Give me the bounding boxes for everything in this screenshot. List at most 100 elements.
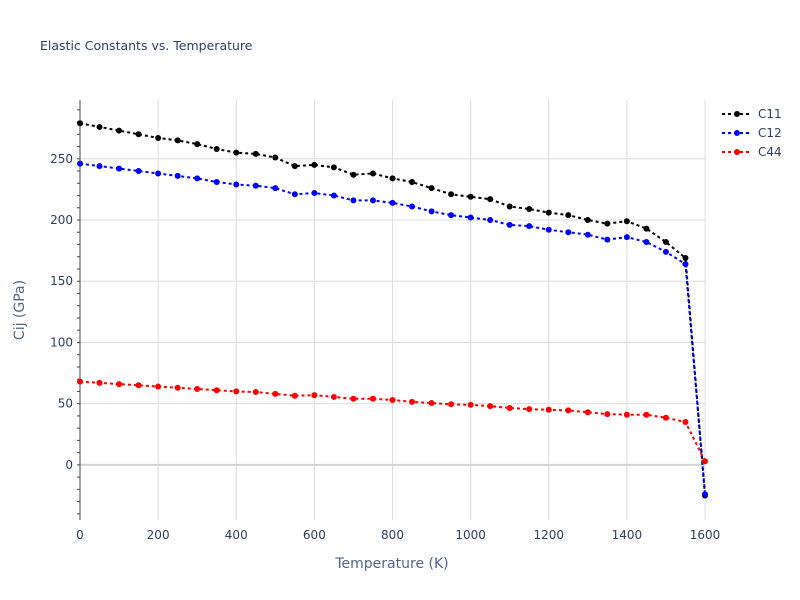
data-point-c12[interactable] — [467, 214, 474, 221]
data-point-c44[interactable] — [194, 385, 201, 392]
data-point-c11[interactable] — [623, 218, 630, 225]
data-point-c12[interactable] — [545, 226, 552, 233]
data-point-c44[interactable] — [174, 384, 181, 391]
data-point-c12[interactable] — [96, 163, 103, 170]
data-point-c44[interactable] — [291, 392, 298, 399]
data-point-c44[interactable] — [213, 387, 220, 394]
legend[interactable]: C11 C12 C44 — [722, 107, 782, 159]
data-point-c12[interactable] — [116, 165, 123, 172]
data-point-c11[interactable] — [584, 217, 591, 223]
data-point-c11[interactable] — [155, 134, 162, 141]
data-point-c44[interactable] — [428, 400, 435, 407]
data-point-c11[interactable] — [369, 170, 376, 177]
data-point-c44[interactable] — [96, 379, 103, 386]
data-point-c44[interactable] — [526, 406, 533, 413]
data-point-c11[interactable] — [526, 205, 533, 212]
data-point-c44[interactable] — [369, 395, 376, 402]
data-point-c11[interactable] — [116, 127, 123, 134]
data-point-c11[interactable] — [350, 171, 357, 178]
data-point-c11[interactable] — [311, 161, 318, 168]
data-point-c12[interactable] — [565, 229, 572, 236]
data-point-c11[interactable] — [643, 225, 650, 232]
data-point-c12[interactable] — [291, 191, 298, 198]
data-point-c44[interactable] — [643, 411, 650, 418]
data-point-c11[interactable] — [272, 154, 279, 161]
data-point-c11[interactable] — [409, 179, 416, 186]
data-point-c12[interactable] — [272, 185, 279, 192]
legend-item-c44[interactable]: C44 — [722, 145, 782, 159]
data-point-c44[interactable] — [311, 392, 318, 399]
data-point-c12[interactable] — [350, 197, 357, 204]
data-point-c12[interactable] — [409, 203, 416, 210]
data-point-c12[interactable] — [213, 179, 220, 186]
data-point-c12[interactable] — [311, 190, 318, 197]
data-point-c44[interactable] — [487, 403, 494, 410]
data-point-c11[interactable] — [291, 163, 298, 170]
data-point-c12[interactable] — [174, 172, 181, 179]
data-point-c11[interactable] — [604, 220, 611, 227]
data-point-c12[interactable] — [662, 248, 669, 255]
data-point-c12[interactable] — [604, 236, 611, 243]
data-point-c11[interactable] — [233, 149, 240, 156]
data-point-c11[interactable] — [428, 185, 435, 192]
data-point-c11[interactable] — [662, 239, 669, 246]
data-point-c44[interactable] — [330, 393, 337, 400]
data-point-c11[interactable] — [682, 254, 689, 261]
data-point-c44[interactable] — [116, 381, 123, 388]
data-point-c44[interactable] — [702, 458, 708, 465]
data-point-c12[interactable] — [428, 208, 435, 215]
data-point-c44[interactable] — [77, 378, 83, 385]
legend-item-c11[interactable]: C11 — [722, 107, 782, 121]
data-point-c12[interactable] — [506, 221, 513, 228]
data-point-c44[interactable] — [682, 419, 689, 426]
data-point-c11[interactable] — [389, 175, 396, 182]
data-point-c12[interactable] — [77, 160, 83, 167]
data-point-c12[interactable] — [194, 175, 201, 182]
data-point-c12[interactable] — [584, 231, 591, 238]
data-point-c12[interactable] — [643, 239, 650, 246]
data-point-c11[interactable] — [545, 209, 552, 216]
data-point-c12[interactable] — [448, 212, 455, 219]
data-point-c44[interactable] — [604, 411, 611, 418]
data-point-c12[interactable] — [702, 491, 708, 498]
data-point-c11[interactable] — [565, 212, 572, 219]
data-point-c12[interactable] — [682, 261, 689, 268]
data-point-c44[interactable] — [350, 395, 357, 402]
data-point-c11[interactable] — [194, 141, 201, 148]
data-point-c44[interactable] — [389, 397, 396, 403]
data-point-c12[interactable] — [330, 192, 337, 199]
data-point-c12[interactable] — [389, 199, 396, 206]
data-point-c44[interactable] — [565, 407, 572, 414]
data-point-c11[interactable] — [135, 131, 142, 138]
data-point-c12[interactable] — [233, 181, 240, 188]
data-point-c44[interactable] — [545, 406, 552, 413]
data-point-c12[interactable] — [252, 182, 259, 189]
data-point-c44[interactable] — [135, 382, 142, 389]
data-point-c12[interactable] — [526, 223, 533, 230]
data-point-c11[interactable] — [174, 137, 181, 144]
data-point-c11[interactable] — [467, 193, 474, 200]
data-point-c12[interactable] — [369, 197, 376, 204]
data-point-c44[interactable] — [584, 409, 591, 416]
data-point-c44[interactable] — [409, 398, 416, 405]
data-point-c44[interactable] — [467, 401, 474, 408]
data-point-c11[interactable] — [96, 123, 103, 130]
data-point-c11[interactable] — [252, 150, 259, 157]
data-point-c44[interactable] — [155, 383, 162, 390]
data-point-c44[interactable] — [506, 404, 513, 411]
data-point-c11[interactable] — [213, 145, 220, 152]
data-point-c44[interactable] — [623, 411, 630, 418]
data-point-c44[interactable] — [272, 390, 279, 397]
data-point-c11[interactable] — [330, 164, 337, 171]
legend-item-c12[interactable]: C12 — [722, 126, 782, 140]
data-point-c44[interactable] — [448, 401, 455, 408]
data-point-c12[interactable] — [623, 234, 630, 241]
data-point-c11[interactable] — [506, 203, 513, 210]
data-point-c12[interactable] — [135, 168, 142, 175]
data-point-c44[interactable] — [252, 389, 259, 396]
data-point-c12[interactable] — [487, 217, 494, 223]
data-point-c44[interactable] — [662, 414, 669, 421]
data-point-c11[interactable] — [487, 196, 494, 203]
data-point-c44[interactable] — [233, 388, 240, 395]
data-point-c11[interactable] — [448, 191, 455, 198]
